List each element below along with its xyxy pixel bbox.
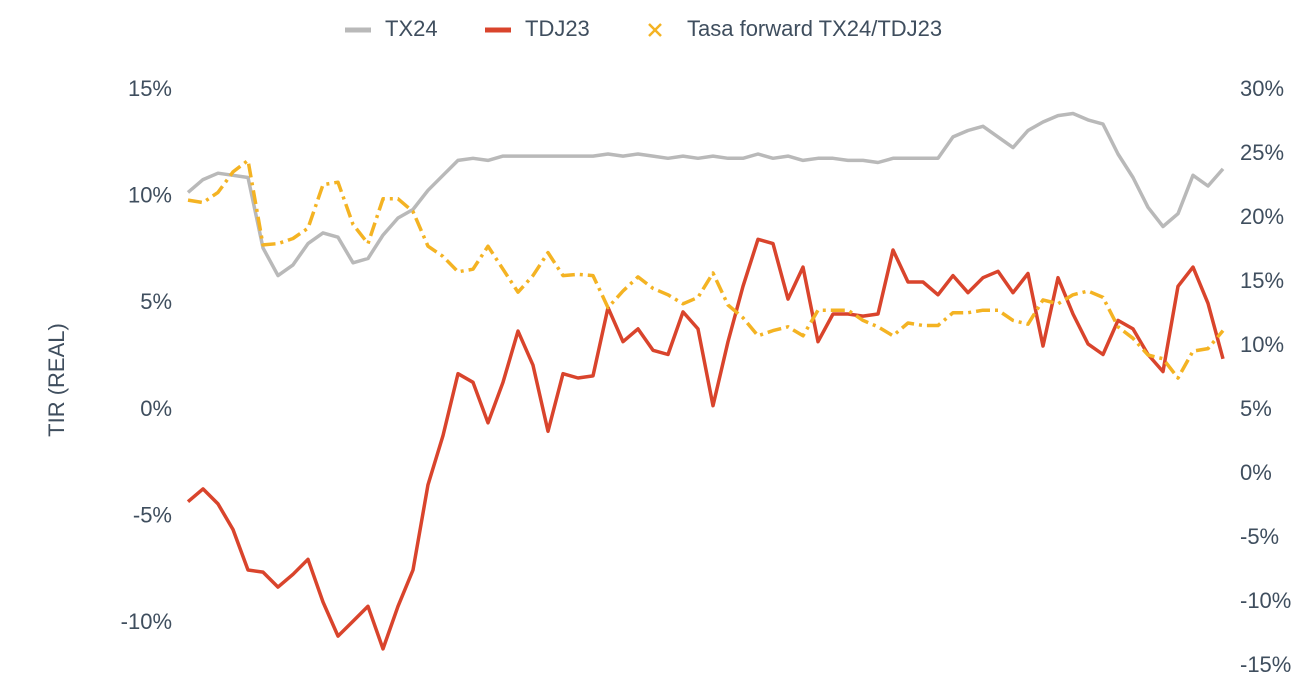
y-axis-title: TIR (REAL) xyxy=(44,323,69,437)
series-line xyxy=(186,237,1225,651)
y2-tick-label: 20% xyxy=(1240,204,1284,229)
series-line xyxy=(187,158,1225,380)
y-tick-label: 10% xyxy=(128,182,172,207)
y2-tick-label: 10% xyxy=(1240,332,1284,357)
y2-tick-label: -10% xyxy=(1240,588,1291,613)
legend-label: Tasa forward TX24/TDJ23 xyxy=(687,16,942,41)
y2-tick-label: -15% xyxy=(1240,652,1291,677)
legend-marker xyxy=(648,23,662,37)
y2-tick-label: 0% xyxy=(1240,460,1272,485)
series-line xyxy=(186,111,1225,278)
legend-label: TDJ23 xyxy=(525,16,590,41)
y-tick-label: -5% xyxy=(133,502,172,527)
y-tick-label: 5% xyxy=(140,289,172,314)
y-tick-label: -10% xyxy=(121,609,172,634)
y2-tick-label: 15% xyxy=(1240,268,1284,293)
y2-tick-label: 5% xyxy=(1240,396,1272,421)
y2-tick-label: 30% xyxy=(1240,76,1284,101)
y-tick-label: 0% xyxy=(140,396,172,421)
y-tick-label: 15% xyxy=(128,76,172,101)
y2-tick-label: 25% xyxy=(1240,140,1284,165)
y2-tick-label: -5% xyxy=(1240,524,1279,549)
legend-label: TX24 xyxy=(385,16,438,41)
